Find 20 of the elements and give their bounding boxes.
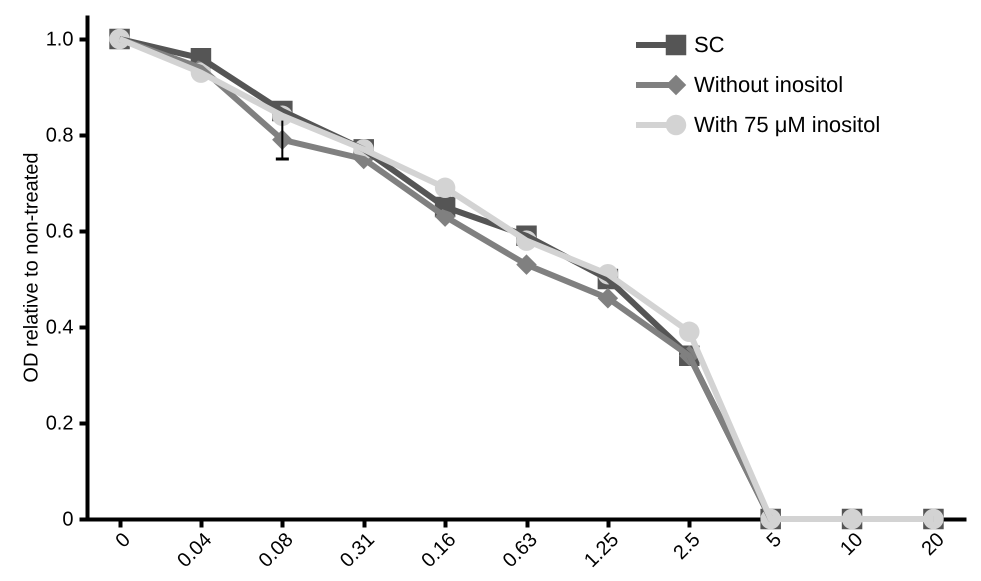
y-tick-label: 0 xyxy=(62,508,74,530)
legend-label: Without inositol xyxy=(694,72,844,97)
x-tick-label: 0.63 xyxy=(498,528,542,572)
legend-label: With 75 μM inositol xyxy=(694,112,880,137)
x-tick-label: 0.16 xyxy=(417,528,460,572)
y-tick-label: 1.0 xyxy=(46,28,74,50)
x-tick-label: 0 xyxy=(111,528,135,552)
x-tick-label: 0.31 xyxy=(336,528,380,572)
y-tick-label: 0.8 xyxy=(46,124,74,146)
x-tick-label: 10 xyxy=(836,528,868,560)
legend-label: SC xyxy=(694,32,725,57)
x-tick-label: 0.04 xyxy=(173,528,216,572)
y-tick-label: 0.6 xyxy=(46,220,74,242)
y-tick-label: 0.4 xyxy=(46,316,74,338)
y-axis-title: OD relative to non-treated xyxy=(20,152,43,383)
x-tick-label: 2.5 xyxy=(669,528,705,564)
x-tick-label: 0.08 xyxy=(254,528,298,572)
x-tick-label: 5 xyxy=(762,528,786,552)
y-tick-label: 0.2 xyxy=(46,412,74,434)
x-tick-label: 20 xyxy=(918,528,949,560)
